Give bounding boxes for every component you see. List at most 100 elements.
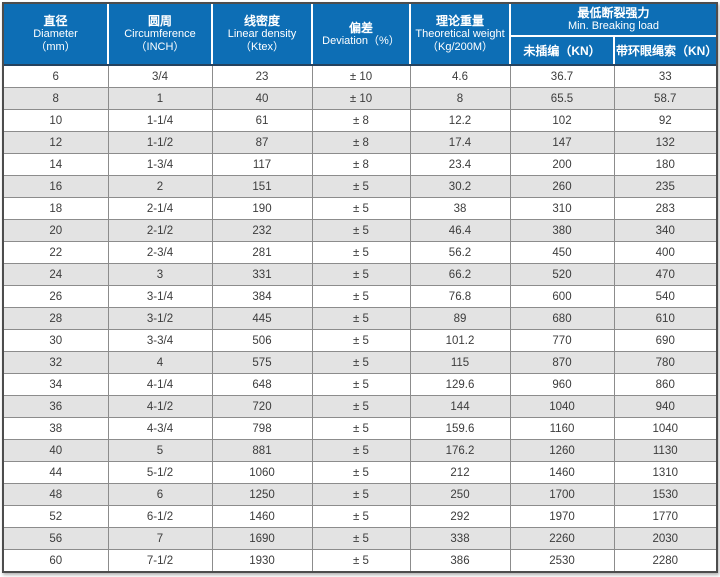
cell: 6: [107, 483, 213, 506]
header-linear-density-en: Linear density: [227, 28, 297, 40]
cell: 3-1/2: [107, 307, 213, 330]
cell: ± 5: [311, 373, 411, 396]
header-breaking-load-en: Min. Breaking load: [567, 20, 660, 32]
cell: 470: [613, 263, 716, 286]
cell: 48: [4, 483, 109, 506]
header-circumference-unit: （INCH）: [135, 41, 185, 53]
cell: 1970: [509, 505, 615, 528]
table-row: 36 4-1/2 720 ± 5 144 1040 940: [4, 395, 716, 418]
cell: 940: [613, 395, 716, 418]
cell: 23.4: [409, 153, 511, 176]
cell: 680: [509, 307, 615, 330]
cell: 1040: [613, 417, 716, 440]
cell: 648: [211, 373, 313, 396]
cell: 56: [4, 527, 109, 550]
cell: ± 5: [311, 527, 411, 550]
cell: 540: [613, 285, 716, 308]
cell: 720: [211, 395, 313, 418]
cell: 1260: [509, 439, 615, 462]
table-row: 48 6 1250 ± 5 250 1700 1530: [4, 483, 716, 506]
cell: 1-3/4: [107, 153, 213, 176]
cell: 36.7: [509, 65, 615, 88]
cell: ± 5: [311, 483, 411, 506]
cell: 1: [107, 87, 213, 110]
cell: 101.2: [409, 329, 511, 352]
cell: 690: [613, 329, 716, 352]
cell: 30.2: [409, 175, 511, 198]
cell: 1040: [509, 395, 615, 418]
header-linear-density-unit: （Ktex）: [239, 41, 284, 53]
cell: 3-1/4: [107, 285, 213, 308]
header-eye-spliced-label: 带环眼绳索（KN）: [616, 43, 718, 58]
cell: 89: [409, 307, 511, 330]
header-diameter: 直径 Diameter （mm）: [4, 4, 109, 66]
cell: 24: [4, 263, 109, 286]
cell: 260: [509, 175, 615, 198]
cell: 40: [4, 439, 109, 462]
cell: 520: [509, 263, 615, 286]
cell: 23: [211, 65, 313, 88]
cell: ± 5: [311, 307, 411, 330]
header-theoretical-weight-en: Theoretical weight: [415, 28, 505, 40]
cell: 151: [211, 175, 313, 198]
header-circumference: 圆周 Circumference （INCH）: [107, 4, 213, 66]
cell: 76.8: [409, 285, 511, 308]
table-row: 44 5-1/2 1060 ± 5 212 1460 1310: [4, 461, 716, 484]
cell: ± 5: [311, 241, 411, 264]
cell: 34: [4, 373, 109, 396]
cell: 36: [4, 395, 109, 418]
cell: 200: [509, 153, 615, 176]
cell: 1700: [509, 483, 615, 506]
cell: ± 5: [311, 549, 411, 571]
header-circumference-zh: 圆周: [147, 14, 172, 28]
cell: 7-1/2: [107, 549, 213, 571]
cell: 1930: [211, 549, 313, 571]
header-deviation: 偏差 Deviation（%）: [311, 4, 411, 66]
table-row: 60 7-1/2 1930 ± 5 386 2530 2280: [4, 549, 716, 571]
cell: ± 5: [311, 175, 411, 198]
cell: 400: [613, 241, 716, 264]
cell: 16: [4, 175, 109, 198]
cell: 4-3/4: [107, 417, 213, 440]
header-linear-density: 线密度 Linear density （Ktex）: [211, 4, 313, 66]
cell: ± 5: [311, 505, 411, 528]
cell: 1530: [613, 483, 716, 506]
cell: 4-1/4: [107, 373, 213, 396]
cell: 380: [509, 219, 615, 242]
rope-spec-table: 直径 Diameter （mm） 圆周 Circumference （INCH）…: [4, 4, 718, 571]
cell: 38: [409, 197, 511, 220]
cell: 2-1/4: [107, 197, 213, 220]
cell: 232: [211, 219, 313, 242]
cell: 610: [613, 307, 716, 330]
cell: 190: [211, 197, 313, 220]
cell: 87: [211, 131, 313, 154]
header-linear-density-zh: 线密度: [243, 14, 280, 28]
cell: 860: [613, 373, 716, 396]
header-eye-spliced: 带环眼绳索（KN）: [613, 35, 718, 66]
table-body: 6 3/4 23 ± 10 4.6 36.7 33 8 1 40 ± 10 8 65.5 58.7 10 1-…: [4, 65, 716, 571]
cell: 770: [509, 329, 615, 352]
table-row: 10 1-1/4 61 ± 8 12.2 102 92: [4, 109, 716, 132]
cell: 3: [107, 263, 213, 286]
cell: 8: [409, 87, 511, 110]
cell: ± 5: [311, 461, 411, 484]
cell: 33: [613, 65, 716, 88]
cell: 331: [211, 263, 313, 286]
table-row: 8 1 40 ± 10 8 65.5 58.7: [4, 87, 716, 110]
cell: 44: [4, 461, 109, 484]
cell: 58.7: [613, 87, 716, 110]
cell: 8: [4, 87, 109, 110]
cell: 340: [613, 219, 716, 242]
table-row: 22 2-3/4 281 ± 5 56.2 450 400: [4, 241, 716, 264]
cell: 310: [509, 197, 615, 220]
table-row: 40 5 881 ± 5 176.2 1260 1130: [4, 439, 716, 462]
table-row: 24 3 331 ± 5 66.2 520 470: [4, 263, 716, 286]
cell: 2260: [509, 527, 615, 550]
cell: 132: [613, 131, 716, 154]
cell: 180: [613, 153, 716, 176]
cell: ± 8: [311, 131, 411, 154]
cell: ± 5: [311, 197, 411, 220]
header-circumference-en: Circumference: [124, 28, 196, 40]
cell: 28: [4, 307, 109, 330]
